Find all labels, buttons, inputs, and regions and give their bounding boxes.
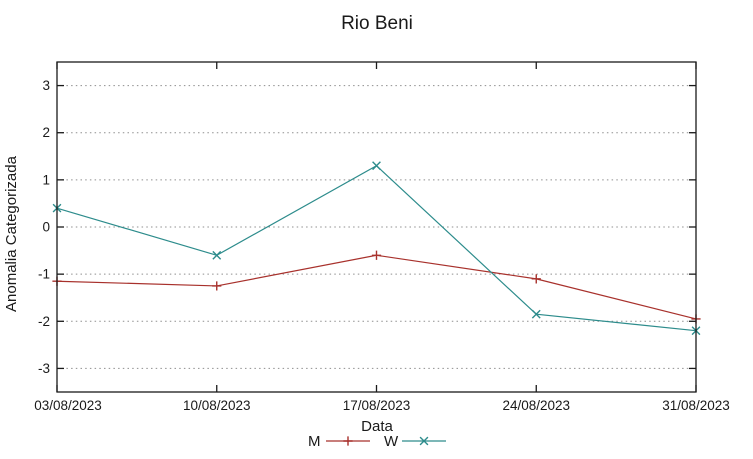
- data-point-marker-cross: [531, 309, 541, 319]
- y-tick-label: 2: [42, 125, 50, 140]
- legend-label-W: W: [384, 433, 399, 450]
- chart-title: Rio Beni: [341, 13, 413, 34]
- tick-labels: -3 -2 -1 0 1 2 3 03/08/2023 10/08/2023 17/08/2023…: [34, 78, 730, 413]
- x-tick-label: 31/08/2023: [662, 398, 730, 413]
- data-point-marker-plus: [531, 274, 541, 284]
- series-line-M: [56, 254, 697, 320]
- series-line-W: [56, 164, 697, 332]
- x-tick-label: 17/08/2023: [343, 398, 411, 413]
- y-tick-label: -2: [38, 314, 50, 329]
- legend-label-M: M: [308, 433, 321, 450]
- y-tick-label: 1: [42, 172, 50, 187]
- y-tick-label: -1: [38, 267, 50, 282]
- x-axis-label: Data: [361, 418, 393, 435]
- data-point-marker-plus: [343, 436, 353, 446]
- data-point-marker-plus: [371, 250, 382, 260]
- x-tick-label: 24/08/2023: [502, 398, 570, 413]
- x-tick-label: 10/08/2023: [183, 398, 251, 413]
- plot-frame: [56, 61, 697, 393]
- y-axis-label: Anomalia Categorizada: [3, 155, 20, 312]
- y-tick-label: 3: [42, 78, 50, 93]
- plot-border: [56, 61, 697, 393]
- data-point-marker-plus: [212, 281, 222, 291]
- data-point-marker-cross: [419, 436, 429, 446]
- data-point-marker-cross: [372, 161, 381, 171]
- x-tick-label: 03/08/2023: [34, 398, 102, 413]
- series: [52, 161, 701, 336]
- data-point-marker-cross: [212, 250, 222, 260]
- y-tick-label: -3: [38, 361, 50, 376]
- gridlines: [57, 85, 696, 369]
- y-tick-label: 0: [42, 220, 50, 235]
